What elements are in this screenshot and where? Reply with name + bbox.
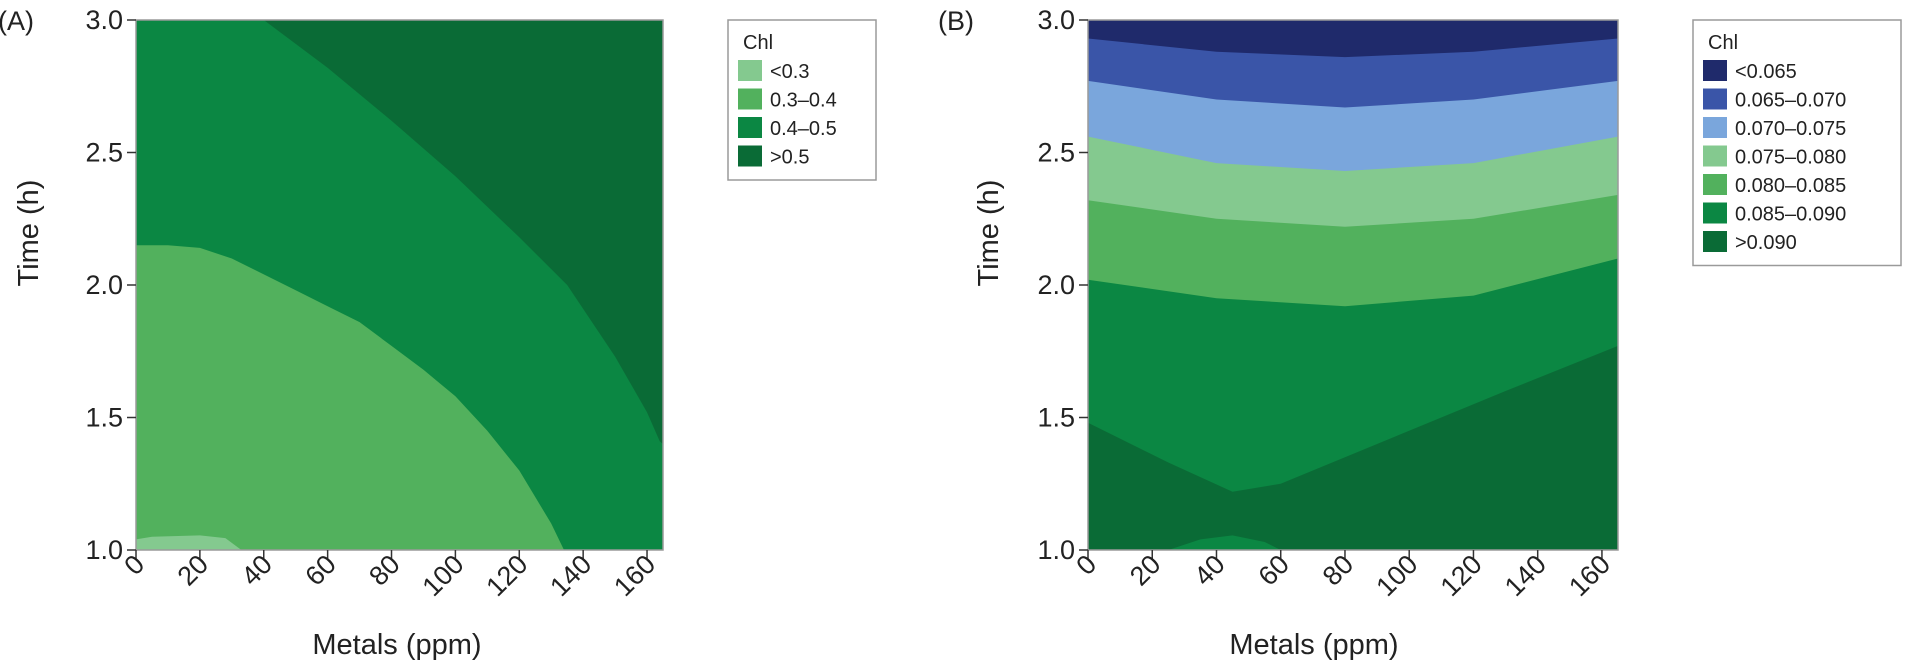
panel-b-plot: 1.0 1.5 2.0 2.5 3.0 0 20 40 60 80 100 120 140 160	[1037, 5, 1619, 602]
legend-label: <0.065	[1735, 61, 1797, 83]
panel-a-ylabel: Time (h)	[13, 180, 45, 287]
legend-swatch	[738, 117, 762, 138]
contour-region-<0.3	[136, 535, 242, 550]
panel-a-xlabel: Metals (ppm)	[312, 629, 481, 661]
y-tick-label: 1.5	[85, 403, 123, 433]
panel-b-label: (B)	[938, 6, 974, 36]
x-tick-label: 100	[417, 549, 470, 602]
x-tick-label: 120	[1435, 549, 1488, 602]
legend-label: 0.3–0.4	[770, 90, 837, 112]
y-tick-label: 3.0	[1037, 5, 1075, 35]
legend-title: Chl	[743, 32, 773, 54]
legend-label: 0.085–0.090	[1735, 204, 1846, 226]
x-tick-label: 0	[118, 549, 150, 581]
panel-b-legend: Chl <0.065 0.065–0.070 0.070–0.075 0.075–0.0…	[1692, 19, 1902, 267]
y-tick-label: 2.5	[85, 138, 123, 168]
panel-a-legend: Chl <0.3 0.3–0.4 0.4–0.5 >0.5	[727, 19, 877, 181]
legend-swatch	[1703, 174, 1727, 195]
legend-label: 0.4–0.5	[770, 118, 837, 140]
x-tick-label: 20	[172, 549, 214, 591]
x-tick-label: 40	[1188, 549, 1230, 591]
contour-fills	[136, 20, 663, 550]
y-tick-label: 2.0	[85, 270, 123, 300]
legend-swatch	[1703, 202, 1727, 224]
x-tick-label: 160	[608, 549, 661, 602]
legend-swatch	[1703, 145, 1727, 167]
contour-region-<0.065	[1088, 20, 1618, 58]
contour-island-0.085-0.090	[1168, 535, 1281, 550]
legend-box	[1692, 19, 1902, 267]
x-tick-label: 80	[1317, 549, 1359, 591]
x-tick-label: 40	[236, 549, 278, 591]
legend-swatch	[1703, 60, 1727, 81]
legend-label: >0.090	[1735, 232, 1797, 254]
x-tick-label: 120	[480, 549, 533, 602]
contour-region-0.3-0.4	[136, 245, 564, 550]
panel-b-ylabel: Time (h)	[973, 180, 1005, 287]
legend-label: 0.080–0.085	[1735, 175, 1846, 197]
x-tick-label: 0	[1070, 549, 1102, 581]
x-tick-label: 20	[1124, 549, 1166, 591]
legend-label: <0.3	[770, 61, 809, 83]
panel-a-plot: 1.0 1.5 2.0 2.5 3.0 0 20 40 60 80 100 120 140 160	[85, 5, 664, 602]
panel-a: (A) 1.0 1.5 2.0 2.5 3.0 0 20 40 60 80 100 120 140 160…	[0, 5, 877, 661]
legend-label: >0.5	[770, 147, 809, 169]
x-tick-label: 60	[1253, 549, 1295, 591]
y-tick-label: 1.0	[85, 535, 123, 565]
contour-fills	[1088, 20, 1618, 550]
legend-swatch	[738, 88, 762, 110]
legend-swatch	[1703, 231, 1727, 252]
x-tick-label: 140	[1499, 549, 1552, 602]
panel-b: (B) 1.0 1.5 2.0 2.5 3.0 0 20 40 60 80 100 120 140 160…	[938, 5, 1902, 661]
x-tick-label: 100	[1370, 549, 1423, 602]
legend-label: 0.070–0.075	[1735, 118, 1846, 140]
legend-swatch	[1703, 88, 1727, 110]
y-tick-label: 3.0	[85, 5, 123, 35]
y-tick-label: 2.5	[1037, 138, 1075, 168]
legend-swatch	[1703, 117, 1727, 138]
legend-swatch	[738, 60, 762, 81]
y-tick-label: 1.5	[1037, 403, 1075, 433]
legend-label: 0.065–0.070	[1735, 90, 1846, 112]
y-tick-label: 2.0	[1037, 270, 1075, 300]
x-tick-label: 60	[299, 549, 341, 591]
legend-title: Chl	[1708, 32, 1738, 54]
panel-a-label: (A)	[0, 6, 34, 36]
legend-swatch	[738, 145, 762, 167]
contour-region->0.5	[263, 20, 663, 444]
x-tick-label: 80	[363, 549, 405, 591]
x-tick-label: 160	[1563, 549, 1616, 602]
x-tick-label: 140	[544, 549, 597, 602]
y-tick-label: 1.0	[1037, 535, 1075, 565]
legend-label: 0.075–0.080	[1735, 147, 1846, 169]
panel-b-xlabel: Metals (ppm)	[1229, 629, 1398, 661]
